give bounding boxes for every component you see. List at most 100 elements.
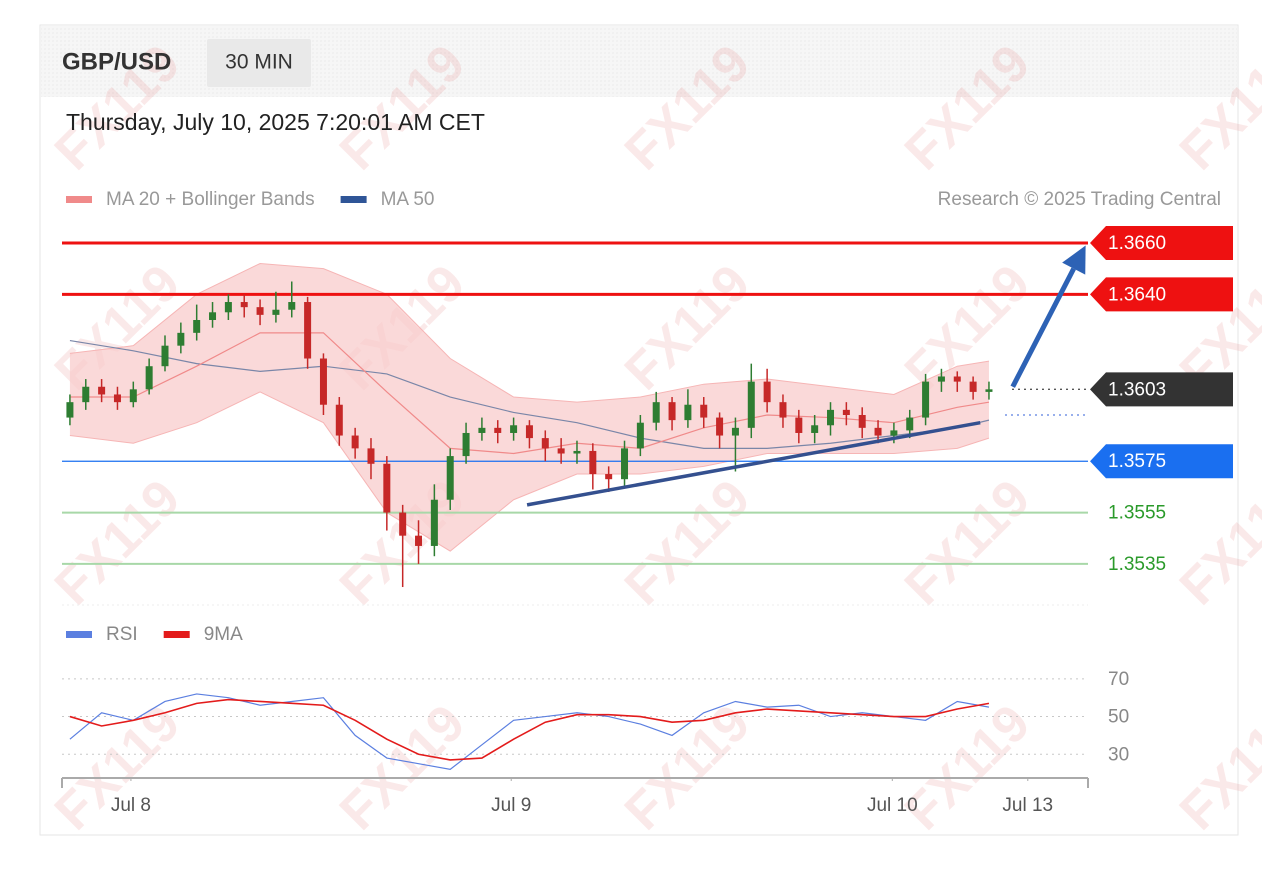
candle-body (668, 402, 676, 421)
candle-body (716, 417, 724, 436)
legend-label: RSI (106, 624, 138, 645)
candle-body (66, 402, 74, 418)
candle-body (922, 381, 930, 418)
candle-body (573, 450, 581, 454)
candle-body (383, 463, 391, 513)
level-tag (1090, 444, 1233, 479)
candle-body (763, 381, 771, 403)
legend-label: 9MA (204, 624, 243, 645)
indicator-line (69, 693, 990, 770)
candle-body (906, 417, 914, 431)
candle-body (589, 450, 597, 475)
candle-body (842, 409, 850, 415)
y-tick-label: 70 (1108, 669, 1129, 690)
candle-body (98, 386, 106, 395)
candle-body (985, 389, 993, 392)
credit: Research © 2025 Trading Central (938, 189, 1221, 210)
candle-body (494, 427, 502, 433)
legend-swatch (66, 631, 92, 638)
x-tick-label: Jul 9 (491, 795, 531, 816)
level-tag (1090, 225, 1233, 260)
candle-body (890, 430, 898, 436)
candle-body (399, 512, 407, 536)
candle-body (145, 366, 153, 390)
y-tick-label: 30 (1108, 744, 1129, 765)
legend-swatch (66, 196, 92, 203)
candle-body (177, 332, 185, 346)
interval: 30 MIN (225, 51, 293, 74)
candle-body (193, 320, 201, 333)
bollinger-band (69, 263, 989, 552)
level-tag (1090, 372, 1233, 407)
candle-body (240, 302, 248, 308)
candle-body (510, 425, 518, 433)
x-tick-label: Jul 10 (867, 795, 918, 816)
legend-swatch (163, 631, 190, 638)
level-label: 1.3555 (1108, 503, 1166, 524)
level-label: 1.3640 (1108, 284, 1166, 305)
candle-body (367, 448, 375, 464)
x-tick-label: Jul 8 (111, 795, 151, 816)
candle-body (288, 302, 296, 310)
candle-body (525, 425, 533, 439)
legend-label: MA 20 + Bollinger Bands (106, 189, 315, 210)
level-label: 1.3535 (1108, 554, 1166, 575)
candle-body (113, 394, 121, 403)
candle-body (335, 404, 343, 436)
forecast-arrowhead (1062, 245, 1086, 275)
candle-body (858, 415, 866, 428)
candle-body (684, 404, 692, 421)
candle-body (304, 302, 312, 359)
candle-body (209, 312, 217, 320)
candle-body (82, 386, 90, 403)
candle-body (605, 474, 613, 480)
candle-body (827, 409, 835, 426)
forecast-arrow (1010, 267, 1076, 388)
candle-body (446, 456, 454, 500)
candle-body (747, 381, 755, 428)
symbol: GBP/USD (62, 48, 171, 75)
candle-body (351, 435, 359, 449)
candle-body (953, 376, 961, 382)
candle-body (779, 402, 787, 418)
candle-body (224, 302, 232, 313)
candle-body (621, 448, 629, 480)
level-label: 1.3603 (1108, 379, 1166, 400)
candle-body (731, 427, 739, 436)
trendline (526, 420, 981, 507)
level-tag (1090, 277, 1233, 312)
candle-body (256, 307, 264, 315)
candle-body (319, 358, 327, 405)
bollinger-upper (69, 263, 990, 403)
x-tick-label: Jul 13 (1002, 795, 1053, 816)
candle-body (795, 417, 803, 433)
candle-body (272, 309, 280, 315)
level-label: 1.3575 (1108, 451, 1166, 472)
candle-body (430, 499, 438, 546)
candle-body (969, 381, 977, 392)
interval-box (207, 39, 311, 87)
candle-body (937, 376, 945, 382)
bollinger-lower (69, 391, 990, 552)
candle-body (415, 535, 423, 546)
candle-body (811, 425, 819, 433)
ma50-line (69, 339, 990, 449)
candle-body (541, 438, 549, 449)
indicator-line (69, 698, 990, 761)
candle-body (478, 427, 486, 433)
candle-body (129, 389, 137, 403)
legend-swatch (340, 196, 367, 203)
level-label: 1.3660 (1108, 233, 1166, 254)
timestamp: Thursday, July 10, 2025 7:20:01 AM CET (66, 109, 485, 135)
candle-body (636, 422, 644, 449)
candle-body (652, 402, 660, 423)
y-tick-label: 50 (1108, 707, 1129, 728)
candle-body (161, 345, 169, 367)
candle-body (874, 427, 882, 436)
candle-body (462, 432, 470, 457)
candle-body (700, 404, 708, 418)
candle-body (557, 448, 565, 454)
legend-label: MA 50 (381, 189, 435, 210)
